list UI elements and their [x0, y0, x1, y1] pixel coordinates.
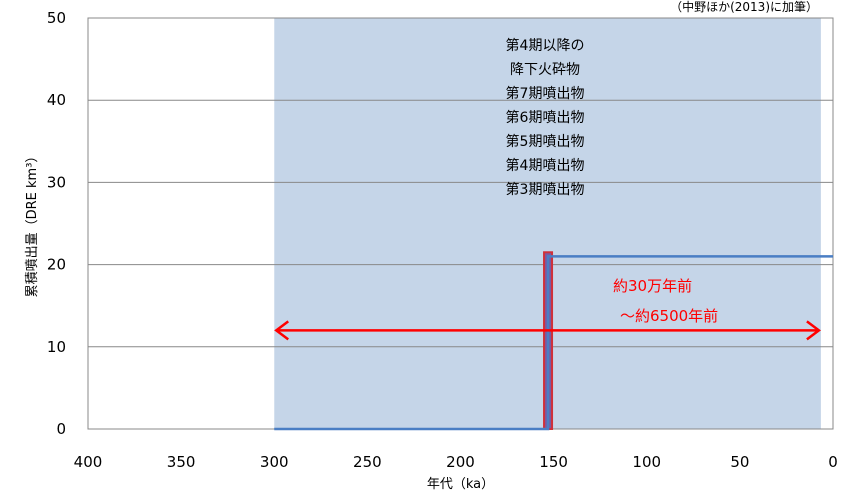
y-tick-label: 50 [47, 9, 66, 27]
x-tick-label: 300 [260, 453, 289, 471]
deposit-label: 第7期噴出物 [506, 85, 585, 102]
tick-labels: 400 350 300 250 200 150 100 50 0 0 10 20 30 40 50 [47, 9, 838, 471]
x-tick-label: 50 [730, 453, 749, 471]
deposit-label: 降下火砕物 [510, 62, 580, 78]
y-axis-title: 累積噴出量（DRE km³） [25, 150, 40, 298]
y-tick-label: 10 [47, 338, 66, 356]
range-arrow [274, 320, 821, 341]
x-tick-label: 0 [828, 453, 838, 471]
deposit-label: 第4期噴出物 [506, 157, 585, 174]
y-tick-label: 0 [56, 420, 66, 438]
y-tick-label: 40 [47, 91, 66, 109]
range-arrow-right-head [806, 320, 821, 341]
x-tick-label: 150 [539, 453, 568, 471]
range-labels: 約30万年前 ～約6500年前 [613, 277, 718, 325]
range-arrow-left-head [274, 320, 289, 341]
deposit-labels: 第4期以降の降下火砕物第7期噴出物第6期噴出物第5期噴出物第4期噴出物第3期噴出… [506, 37, 585, 198]
deposit-label: 第3期噴出物 [506, 181, 585, 198]
deposit-label: 第4期以降の [506, 37, 585, 54]
x-tick-label: 200 [446, 453, 475, 471]
deposit-label: 第5期噴出物 [506, 133, 585, 150]
y-tick-label: 30 [47, 173, 66, 191]
deposit-label: 第6期噴出物 [506, 109, 585, 126]
gridlines [88, 17, 833, 348]
x-tick-label: 350 [167, 453, 196, 471]
x-tick-label: 250 [353, 453, 382, 471]
range-label: ～約6500年前 [620, 307, 718, 325]
series-layer [274, 251, 833, 431]
source-note: （中野ほか(2013)に加筆） [670, 0, 818, 14]
range-label: 約30万年前 [613, 277, 692, 295]
x-axis-title: 年代（ka） [427, 477, 494, 492]
y-tick-label: 20 [47, 256, 66, 274]
x-tick-label: 100 [632, 453, 661, 471]
x-tick-label: 400 [74, 453, 103, 471]
cumulative-volume-line [274, 255, 833, 431]
